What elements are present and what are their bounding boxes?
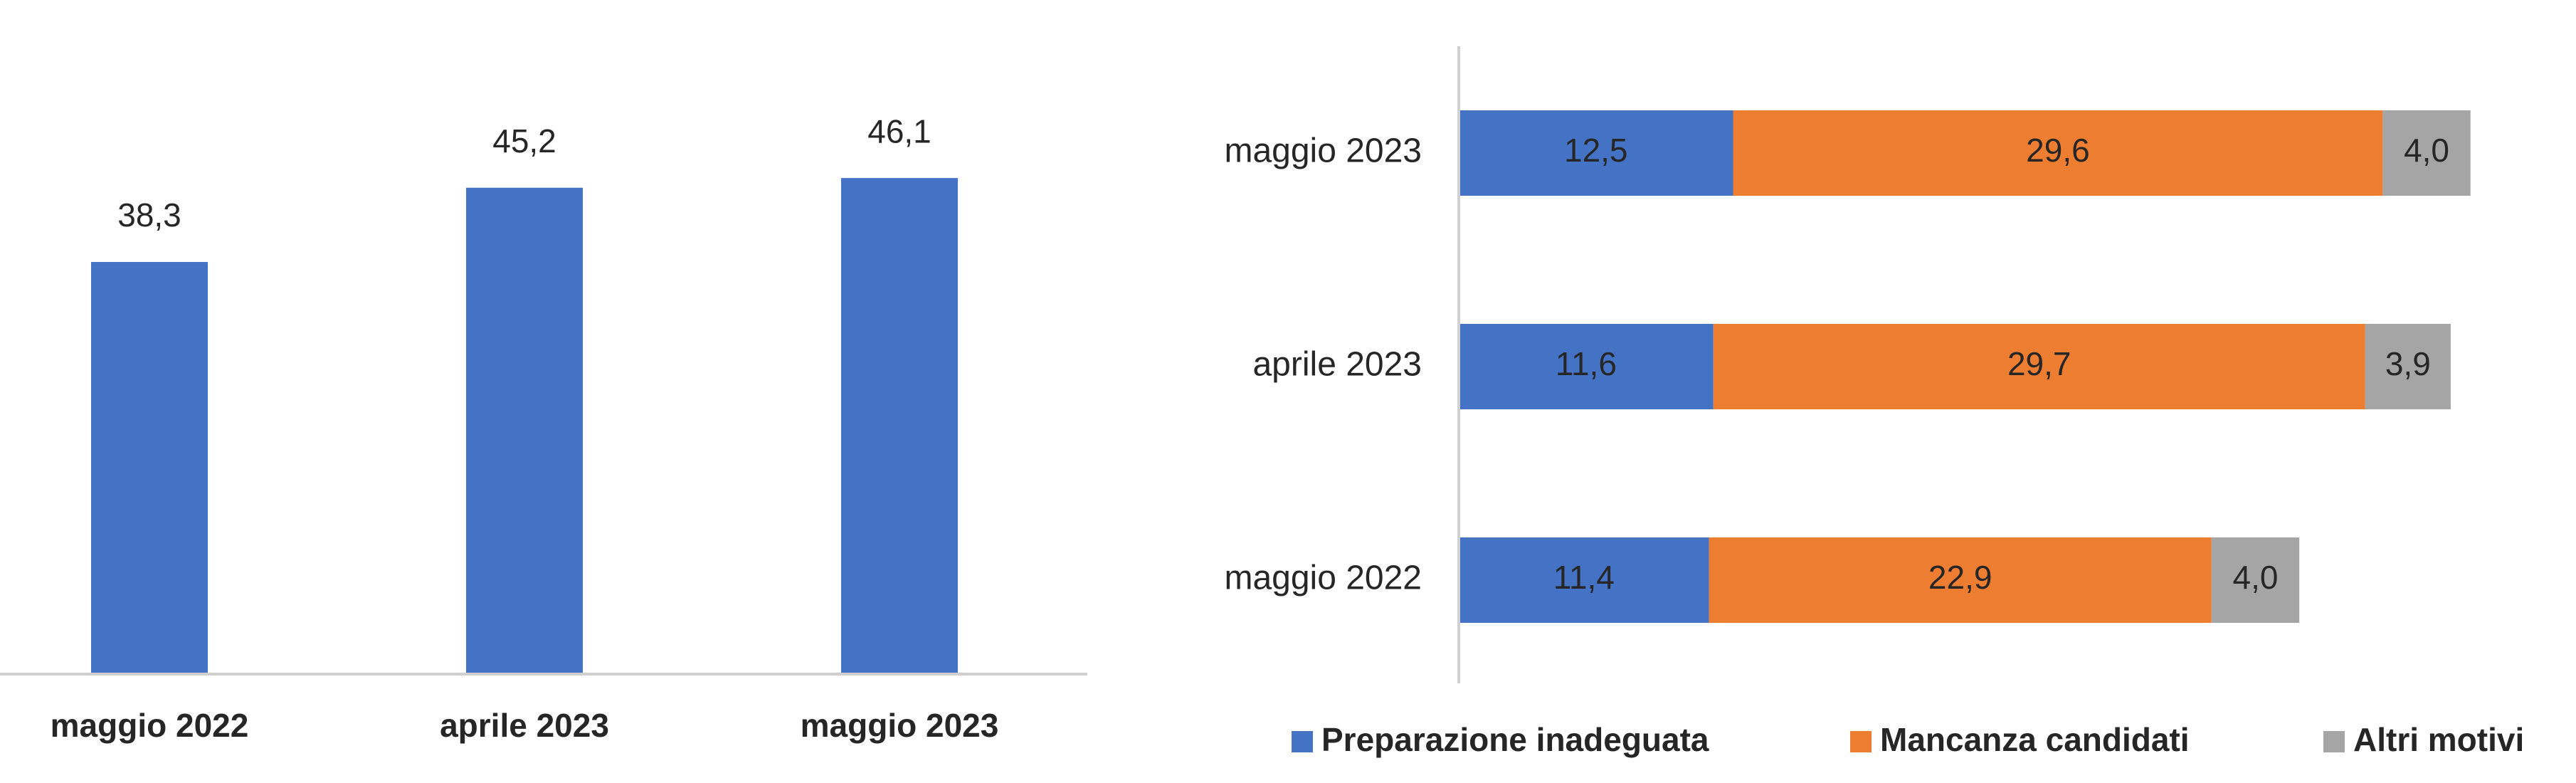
bar-segment: [1709, 537, 2212, 623]
legend-swatch: [1292, 731, 1313, 752]
data-label: 29,7: [2007, 345, 2071, 382]
bar-segment: [2382, 110, 2471, 196]
x-tick-label: aprile 2023: [440, 707, 609, 744]
data-label: 11,4: [1553, 559, 1615, 596]
bar-segment: [1713, 324, 2365, 409]
legend-swatch: [1850, 731, 1872, 752]
legend-label: Mancanza candidati: [1880, 721, 2190, 758]
x-tick-label: maggio 2022: [51, 707, 249, 744]
y-tick-label: maggio 2023: [1224, 132, 1422, 170]
x-tick-label: maggio 2023: [801, 707, 999, 744]
data-label: 12,5: [1564, 132, 1628, 169]
bar-segment: [1459, 537, 1709, 623]
data-label: 22,9: [1928, 559, 1992, 596]
data-label: 11,6: [1556, 345, 1617, 382]
data-label: 46,1: [867, 112, 931, 149]
legend-label: Preparazione inadeguata: [1321, 721, 1709, 758]
data-label: 29,6: [2026, 132, 2090, 169]
bar-segment: [1459, 110, 1733, 196]
bar: [91, 262, 208, 674]
legend-label: Altri motivi: [2353, 721, 2524, 758]
data-label: 3,9: [2385, 345, 2431, 382]
data-label: 4,0: [2404, 132, 2449, 169]
bar-segment: [2365, 324, 2451, 409]
data-label: 45,2: [492, 122, 556, 159]
legend-swatch: [2323, 731, 2345, 752]
bar: [841, 178, 958, 674]
data-label: 4,0: [2233, 559, 2279, 596]
y-tick-label: maggio 2022: [1224, 559, 1422, 597]
bar-segment: [1733, 110, 2383, 196]
y-tick-label: aprile 2023: [1252, 346, 1422, 384]
bar-segment: [2211, 537, 2300, 623]
data-label: 38,3: [117, 196, 181, 233]
bar: [466, 187, 583, 674]
bar-segment: [1459, 324, 1714, 409]
